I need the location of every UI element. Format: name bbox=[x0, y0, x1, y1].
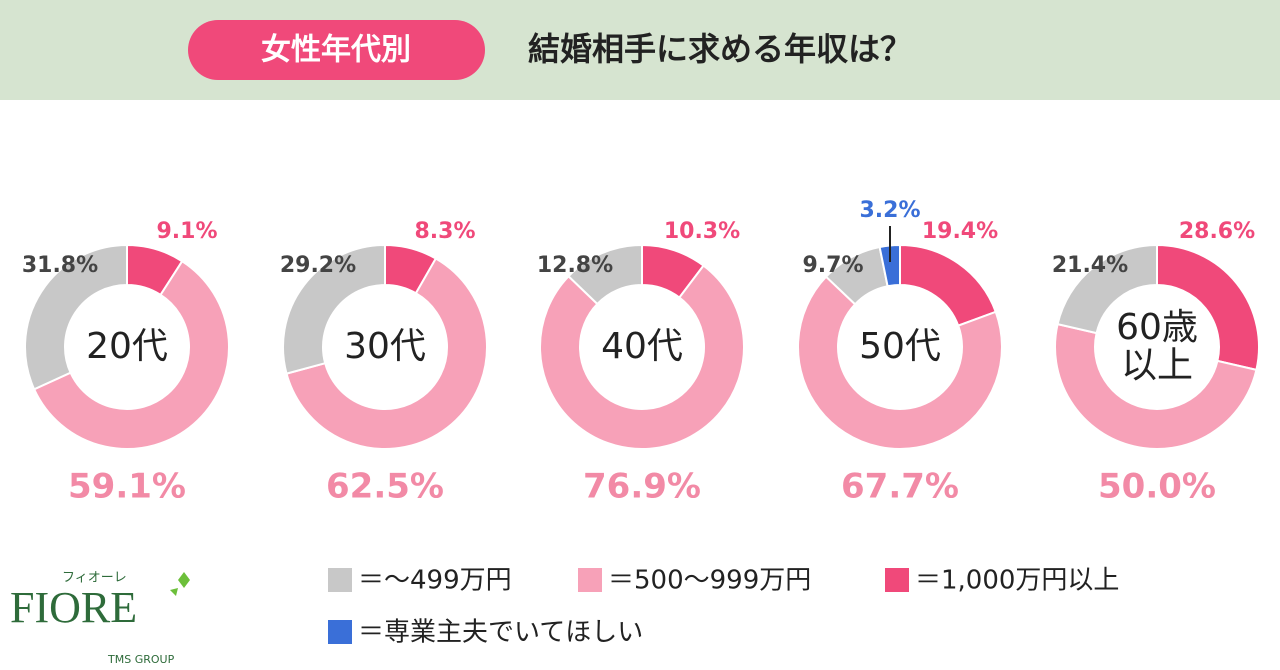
center-label: 60歳 以上 bbox=[1116, 307, 1198, 386]
legend-swatch bbox=[328, 620, 352, 644]
legend-label: ＝専業主夫でいてほしい bbox=[358, 618, 643, 648]
donut-segment bbox=[285, 257, 488, 450]
donut-segment bbox=[24, 243, 128, 391]
value-label: 9.1% bbox=[156, 219, 217, 244]
donut-segment bbox=[1054, 322, 1258, 450]
value-label: 31.8% bbox=[22, 253, 98, 278]
value-label: 9.7% bbox=[802, 253, 863, 278]
value-label: 12.8% bbox=[537, 253, 613, 278]
legend-swatch bbox=[885, 568, 909, 592]
donut-segment bbox=[1156, 243, 1260, 372]
title: 結婚相手に求める年収は？ bbox=[528, 30, 912, 68]
center-label: 40代 bbox=[601, 326, 683, 367]
value-label: 3.2% bbox=[859, 198, 920, 223]
legend-label: ＝1,000万円以上 bbox=[915, 566, 1119, 596]
donut-segment bbox=[539, 264, 745, 450]
legend-swatch bbox=[328, 568, 352, 592]
donut-segment bbox=[797, 275, 1003, 450]
value-label: 76.9% bbox=[583, 467, 701, 507]
center-label: 50代 bbox=[859, 326, 941, 367]
brand-group: TMS GROUP bbox=[107, 653, 175, 666]
value-label: 28.6% bbox=[1179, 219, 1255, 244]
legend-label: ＝500～999万円 bbox=[608, 566, 811, 596]
value-label: 50.0% bbox=[1098, 467, 1216, 507]
value-label: 10.3% bbox=[664, 219, 740, 244]
value-label: 21.4% bbox=[1052, 253, 1128, 278]
donut-segment bbox=[878, 243, 901, 288]
value-label: 67.7% bbox=[841, 467, 959, 507]
center-label: 20代 bbox=[86, 326, 168, 367]
center-label: 30代 bbox=[344, 326, 426, 367]
value-label: 59.1% bbox=[68, 467, 186, 507]
legend-swatch bbox=[578, 568, 602, 592]
value-label: 29.2% bbox=[280, 253, 356, 278]
donut-segment bbox=[282, 243, 386, 375]
value-label: 62.5% bbox=[326, 467, 444, 507]
value-label: 8.3% bbox=[414, 219, 475, 244]
badge-text: 女性年代別 bbox=[261, 33, 411, 68]
donut-segment bbox=[32, 259, 230, 450]
legend-label: ＝～499万円 bbox=[358, 566, 512, 596]
value-label: 19.4% bbox=[922, 219, 998, 244]
donut-segment bbox=[567, 243, 643, 306]
brand-name: FIORE bbox=[10, 583, 137, 632]
donut-segment bbox=[1056, 243, 1158, 335]
brand-leaf bbox=[170, 572, 190, 596]
badge bbox=[188, 20, 485, 80]
brand-kana: フィオーレ bbox=[62, 571, 127, 586]
